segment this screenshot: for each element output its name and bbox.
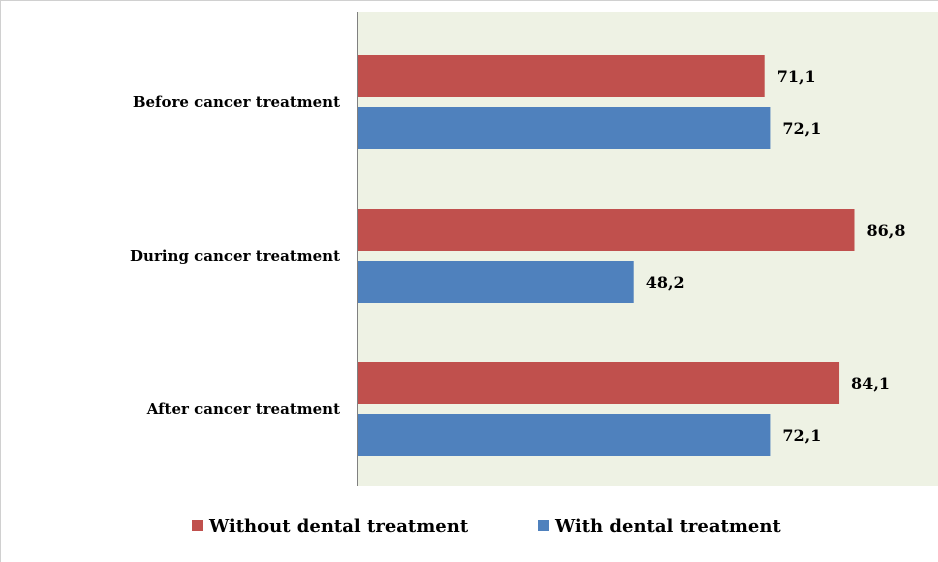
value-label-with-dental-0: 72,1 [782,119,821,138]
value-labels: 71,1 72,1 86,8 48,2 84,1 72,1 [646,67,906,445]
value-label-with-dental-1: 48,2 [646,273,685,292]
bar-with-dental-2[interactable] [358,414,771,456]
legend-label-without-dental[interactable]: Without dental treatment [208,516,469,537]
category-label-2: After cancer treatment [146,400,340,418]
bar-without-dental-1[interactable] [358,209,855,251]
bar-without-dental-2[interactable] [358,362,840,404]
category-label-0: Before cancer treatment [133,93,340,111]
legend-swatch-with-dental [538,520,549,531]
legend: Without dental treatment With dental tre… [192,516,781,537]
bar-without-dental-0[interactable] [358,55,765,97]
bar-with-dental-1[interactable] [358,261,634,303]
legend-swatch-without-dental [192,520,203,531]
category-label-1: During cancer treatment [130,247,340,265]
value-label-with-dental-2: 72,1 [782,426,821,445]
category-labels: Before cancer treatment During cancer tre… [130,93,340,418]
value-label-without-dental-2: 84,1 [851,374,890,393]
bars-group [358,55,855,456]
legend-label-with-dental[interactable]: With dental treatment [554,516,781,537]
bar-with-dental-0[interactable] [358,107,771,149]
value-label-without-dental-0: 71,1 [777,67,816,86]
value-label-without-dental-1: 86,8 [866,221,905,240]
